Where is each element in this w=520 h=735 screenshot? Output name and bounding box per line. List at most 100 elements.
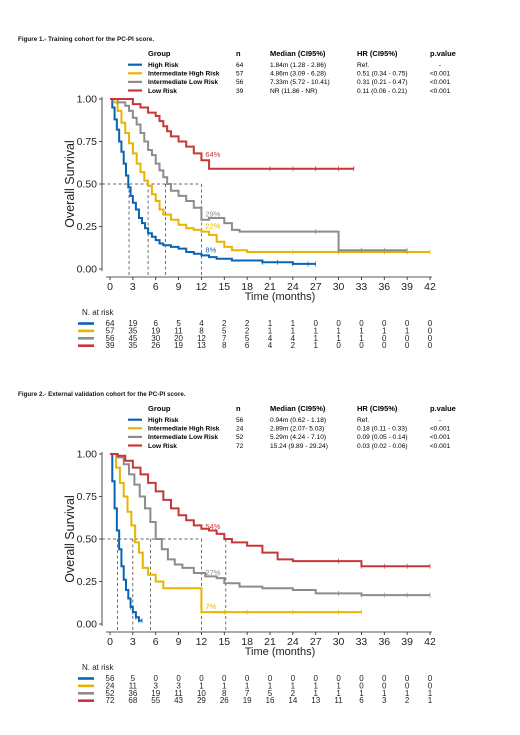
- risk-table-cell: 0: [382, 334, 387, 343]
- risk-table-cell: 56: [106, 674, 115, 683]
- risk-table-cell: 0: [405, 319, 410, 328]
- risk-table-cell: 0: [382, 319, 387, 328]
- risk-table-cell: 6: [359, 696, 364, 705]
- survival-annotation: 54%: [205, 522, 220, 531]
- risk-table-cell: 30: [151, 334, 160, 343]
- risk-table-cell: 1: [405, 326, 410, 335]
- legend-median: NR (11.86 - NR): [270, 88, 317, 95]
- risk-table-cell: 1: [268, 326, 273, 335]
- legend-group-label: Intermediate Low Risk: [148, 434, 218, 441]
- risk-table-cell: 68: [128, 696, 137, 705]
- risk-table-cell: 5: [245, 334, 250, 343]
- legend-hr: 0.51 (0.34 - 0.75): [357, 71, 408, 78]
- x-tick-label: 30: [333, 636, 345, 648]
- x-tick-label: 27: [310, 281, 322, 293]
- legend-header-pvalue: p.value: [430, 49, 456, 58]
- legend-n: 56: [236, 79, 244, 86]
- legend-median: 0.94m (0.62 - 1.18): [270, 417, 326, 424]
- legend-header-n: n: [236, 404, 241, 413]
- risk-table-cell: 19: [151, 689, 160, 698]
- legend-header-hr: HR (CI95%): [357, 404, 398, 413]
- risk-table-cell: 0: [428, 341, 433, 350]
- x-tick-label: 0: [107, 636, 113, 648]
- x-axis-title: Time (months): [245, 291, 316, 303]
- risk-table-cell: 1: [359, 326, 364, 335]
- survival-annotation: 8%: [205, 245, 216, 254]
- survival-curve-low: [110, 453, 430, 568]
- x-tick-label: 24: [287, 636, 299, 648]
- risk-table-cell: 0: [405, 341, 410, 350]
- risk-table-cell: 43: [174, 696, 183, 705]
- legend-header-pvalue: p.value: [430, 404, 456, 413]
- risk-table-cell: 16: [266, 696, 275, 705]
- risk-table-cell: 1: [291, 326, 296, 335]
- x-tick-label: 39: [401, 636, 413, 648]
- risk-table-cell: 0: [199, 674, 204, 683]
- x-tick-label: 24: [287, 281, 299, 293]
- risk-table-cell: 8: [222, 689, 227, 698]
- risk-table-cell: 0: [405, 674, 410, 683]
- risk-table-cell: 1: [382, 689, 387, 698]
- risk-table-cell: 0: [405, 334, 410, 343]
- survival-curve-high: [110, 453, 142, 622]
- risk-table-cell: 1: [359, 689, 364, 698]
- survival-annotation: 7%: [205, 602, 216, 611]
- risk-table-cell: 1: [313, 689, 318, 698]
- legend-hr: 0.31 (0.21 - 0.47): [357, 79, 408, 86]
- risk-table-cell: 3: [176, 681, 181, 690]
- risk-table-cell: 11: [129, 681, 138, 690]
- legend-median: 4.86m (3.09 - 6.28): [270, 71, 326, 78]
- risk-table-cell: 1: [245, 681, 250, 690]
- risk-table-cell: 0: [428, 334, 433, 343]
- risk-table-cell: 35: [128, 341, 137, 350]
- legend-median: 2.89m (2.07- 5.03): [270, 426, 324, 433]
- risk-table-cell: 2: [291, 341, 296, 350]
- survival-annotation: 29%: [205, 210, 220, 219]
- risk-table-cell: 0: [313, 319, 318, 328]
- risk-table-cell: 0: [336, 674, 341, 683]
- legend-header-group: Group: [148, 49, 171, 58]
- survival-curve-high: [110, 98, 316, 265]
- legend-median: 1.84m (1.28 - 2.86): [270, 62, 326, 69]
- risk-table-cell: 0: [336, 341, 341, 350]
- legend-n: 57: [236, 71, 244, 78]
- risk-table-cell: 2: [245, 326, 250, 335]
- risk-table-cell: 10: [197, 689, 206, 698]
- x-tick-label: 18: [241, 636, 253, 648]
- risk-table-cell: 19: [174, 341, 183, 350]
- x-tick-label: 36: [378, 636, 390, 648]
- y-tick-label: 0.25: [77, 221, 98, 233]
- legend-group-label: Low Risk: [148, 443, 177, 450]
- risk-table-cell: 1: [199, 681, 204, 690]
- risk-table-cell: 72: [106, 696, 115, 705]
- legend-n: 56: [236, 417, 244, 424]
- x-tick-label: 36: [378, 281, 390, 293]
- risk-table-cell: 1: [405, 689, 410, 698]
- survival-annotation: 22%: [205, 222, 220, 231]
- legend-median: 5.29m (4.24 - 7.10): [270, 434, 326, 441]
- risk-table-cell: 0: [428, 326, 433, 335]
- risk-table-cell: 19: [128, 319, 137, 328]
- legend-n: 52: [236, 434, 244, 441]
- legend-n: 72: [236, 443, 244, 450]
- legend-pvalue: <0.001: [430, 71, 451, 78]
- risk-table-cell: 0: [428, 674, 433, 683]
- risk-table-cell: 2: [405, 696, 410, 705]
- risk-table-cell: 24: [106, 681, 115, 690]
- x-axis-title: Time (months): [245, 646, 316, 658]
- x-tick-label: 12: [196, 281, 208, 293]
- risk-table-cell: 1: [222, 681, 227, 690]
- x-tick-label: 6: [153, 636, 159, 648]
- legend-pvalue: <0.001: [430, 79, 451, 86]
- y-tick-label: 0.00: [77, 264, 98, 276]
- risk-table-cell: 0: [382, 681, 387, 690]
- legend-n: 24: [236, 426, 244, 433]
- risk-table-cell: 6: [245, 341, 250, 350]
- x-tick-label: 21: [264, 636, 276, 648]
- risk-table-cell: 55: [151, 696, 160, 705]
- risk-table-cell: 0: [382, 341, 387, 350]
- legend-pvalue: <0.001: [430, 88, 451, 95]
- risk-table-cell: 1: [268, 319, 273, 328]
- legend-pvalue: -: [439, 417, 441, 424]
- risk-table-cell: 6: [153, 319, 158, 328]
